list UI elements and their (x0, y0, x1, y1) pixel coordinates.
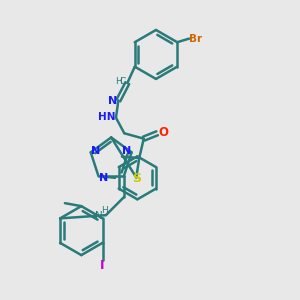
Text: N: N (95, 211, 103, 221)
Text: C: C (120, 77, 126, 86)
Text: N: N (92, 146, 101, 156)
Text: H: H (101, 206, 108, 215)
Text: Br: Br (189, 34, 203, 44)
Text: O: O (159, 126, 169, 139)
Text: H: H (116, 77, 122, 86)
Text: S: S (132, 172, 141, 185)
Text: I: I (100, 259, 105, 272)
Text: N: N (99, 173, 109, 183)
Text: HN: HN (98, 112, 115, 122)
Text: N: N (122, 146, 131, 156)
Text: N: N (108, 96, 118, 106)
